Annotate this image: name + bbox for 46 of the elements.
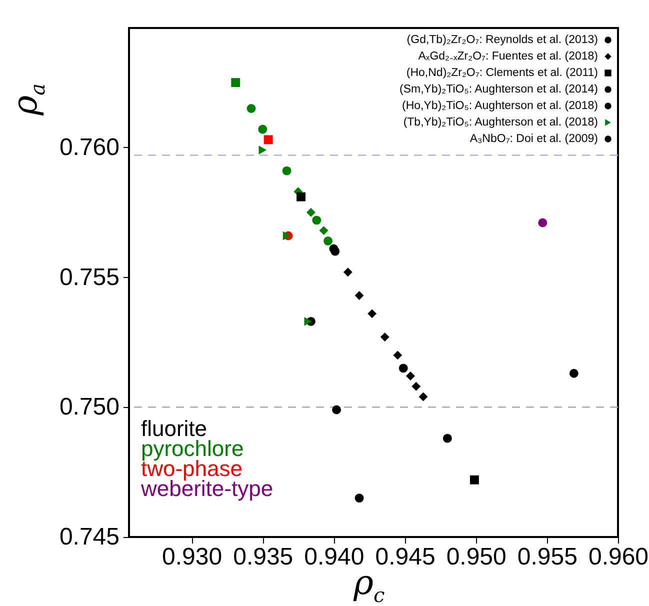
point: [343, 268, 352, 277]
point: [332, 405, 342, 414]
y-tick-label: 0.745: [59, 524, 120, 550]
point: [304, 316, 312, 326]
point: [412, 382, 421, 391]
point: [258, 124, 268, 134]
point: [470, 475, 479, 484]
point: [330, 246, 340, 256]
point: [258, 146, 266, 155]
y-tick-label: 0.755: [59, 264, 120, 291]
legend-label: (Tb,Yb)₂TiO₅: Aughterson et al. (2018): [403, 116, 598, 128]
legend-label: AₓGd₂₋ₓZr₂O₇: Fuentes et al. (2018): [418, 50, 598, 62]
y-tick-label: 0.760: [59, 134, 120, 161]
point: [442, 434, 452, 443]
legend-label: (Sm,Yb)₂TiO₅: Aughterson et al. (2014): [399, 84, 598, 96]
x-tick-label: 0.945: [375, 544, 436, 570]
point: [418, 392, 428, 402]
point: [393, 350, 402, 360]
point: [264, 135, 273, 144]
point: [312, 216, 322, 225]
legend-label: A₃NbO₇: Doi et al. (2009): [470, 133, 598, 145]
point: [324, 236, 332, 246]
x-tick-label: 0.935: [233, 544, 294, 570]
legend-label: (Gd,Tb)₂Zr₂O₇: Reynolds et al. (2013): [406, 34, 598, 46]
point: [380, 332, 390, 342]
point: [282, 166, 292, 176]
point: [354, 494, 364, 503]
point: [406, 372, 415, 380]
x-tick-label: 0.960: [588, 544, 649, 570]
point: [538, 218, 548, 228]
point: [306, 208, 316, 217]
point: [398, 364, 408, 373]
point: [354, 291, 364, 300]
point: [569, 368, 578, 378]
point: [231, 78, 240, 88]
point: [296, 192, 306, 202]
legend-label: (Ho,Nd)₂Zr₂O₇: Clements et al. (2011): [406, 67, 598, 79]
y-tick-label: 0.750: [59, 394, 120, 421]
point: [246, 104, 256, 113]
point: [319, 226, 328, 236]
x-tick-label: 0.930: [162, 544, 222, 570]
legend-label: (Ho,Yb)₂TiO₅: Aughterson et al. (2018): [402, 100, 598, 112]
x-tick-label: 0.955: [517, 544, 578, 570]
x-tick-label: 0.940: [304, 544, 364, 570]
point: [368, 309, 377, 318]
x-tick-label: 0.950: [446, 544, 506, 570]
